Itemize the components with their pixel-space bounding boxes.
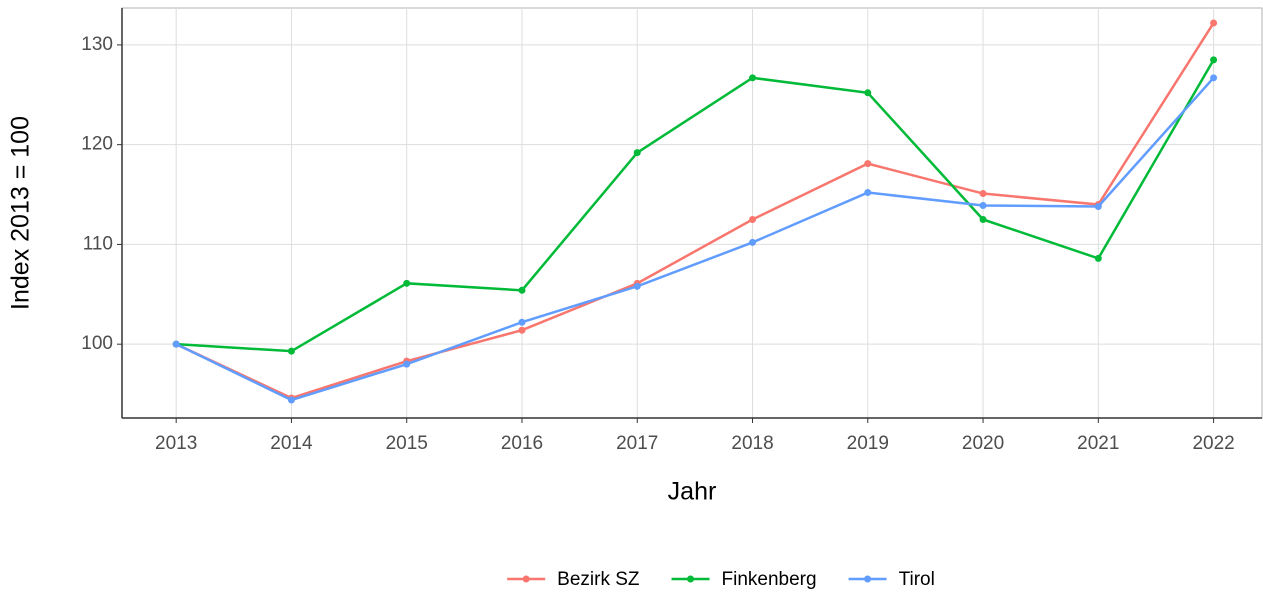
data-point bbox=[287, 396, 295, 404]
x-tick-label: 2022 bbox=[1192, 433, 1234, 454]
data-point bbox=[287, 347, 295, 355]
x-tick-label: 2018 bbox=[731, 433, 773, 454]
data-point bbox=[979, 202, 987, 210]
legend-key-point bbox=[522, 575, 530, 583]
data-point bbox=[518, 318, 526, 326]
series-line bbox=[176, 59, 1215, 353]
y-axis-label: Index 2013 = 100 bbox=[7, 116, 35, 310]
data-point bbox=[1210, 19, 1218, 27]
y-tick-label: 120 bbox=[81, 134, 113, 155]
legend-key-point bbox=[687, 575, 695, 583]
data-point bbox=[633, 282, 641, 290]
data-point bbox=[1210, 74, 1218, 82]
x-tick-label: 2013 bbox=[155, 433, 197, 454]
x-tick-label: 2016 bbox=[501, 433, 543, 454]
data-point bbox=[172, 340, 180, 348]
legend-label: Finkenberg bbox=[722, 569, 817, 590]
data-point bbox=[979, 190, 987, 198]
x-axis-label: Jahr bbox=[668, 478, 717, 506]
legend-key-point bbox=[864, 575, 872, 583]
data-point bbox=[864, 160, 872, 168]
data-point bbox=[1094, 203, 1102, 211]
data-point bbox=[633, 149, 641, 157]
x-tick-label: 2015 bbox=[386, 433, 428, 454]
y-tick-label: 100 bbox=[81, 333, 113, 354]
x-tick-label: 2017 bbox=[616, 433, 658, 454]
x-tick-label: 2020 bbox=[962, 433, 1004, 454]
data-point bbox=[518, 286, 526, 294]
x-tick-label: 2014 bbox=[270, 433, 313, 454]
data-point bbox=[864, 89, 872, 97]
data-point bbox=[864, 189, 872, 197]
y-tick-label: 130 bbox=[81, 34, 113, 55]
plot-panel bbox=[121, 7, 1263, 419]
data-point bbox=[1094, 254, 1102, 262]
series-line bbox=[175, 76, 1215, 402]
data-point bbox=[749, 74, 757, 82]
data-point bbox=[979, 215, 987, 223]
data-point bbox=[518, 326, 526, 334]
data-point bbox=[403, 279, 411, 287]
data-point bbox=[749, 215, 757, 223]
series-line bbox=[175, 22, 1215, 400]
legend-label: Bezirk SZ bbox=[557, 569, 640, 590]
data-point bbox=[749, 238, 757, 246]
data-point bbox=[403, 360, 411, 368]
x-tick-label: 2021 bbox=[1077, 433, 1119, 454]
x-tick-label: 2019 bbox=[847, 433, 889, 454]
y-tick-label: 110 bbox=[83, 233, 113, 254]
legend-label: Tirol bbox=[899, 569, 935, 590]
data-point bbox=[1210, 56, 1218, 64]
